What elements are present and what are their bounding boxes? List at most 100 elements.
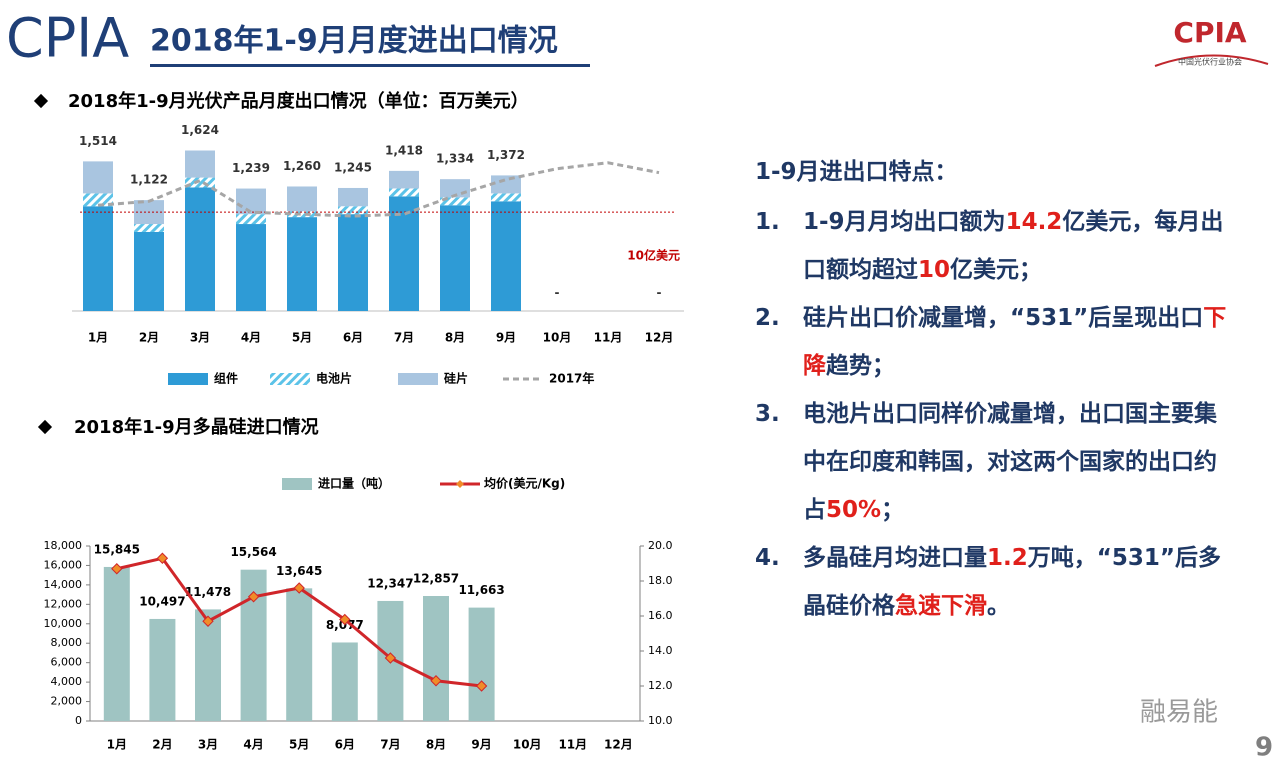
value-label: 12,347 [367, 576, 413, 590]
notes: 1-9月进出口特点： 1. 1-9月月均出口额为14.2亿美元，每月出口额均超过1… [755, 148, 1235, 630]
total-label: 1,239 [232, 161, 270, 175]
total-label: 1,624 [181, 123, 219, 137]
note-part: 电池片出口同样价减量增，出口国主要集中在印度和韩国，对这两个国家的出口约占 [803, 401, 1217, 523]
note-item: 3. 电池片出口同样价减量增，出口国主要集中在印度和韩国，对这两个国家的出口约占5… [755, 390, 1235, 534]
y2-tick-label: 18.0 [648, 574, 673, 587]
bar [468, 607, 495, 721]
note-text: 多晶硅月均进口量1.2万吨，“531”后多晶硅价格急速下滑。 [803, 534, 1235, 630]
value-label: 15,845 [94, 542, 140, 556]
note-part: 50% [826, 497, 882, 523]
x-tick-label: 8月 [445, 331, 465, 345]
bar-segment [389, 170, 419, 189]
x-tick-label: 6月 [343, 331, 363, 345]
y-tick-label: 18,000 [44, 539, 83, 552]
title-underline [150, 64, 590, 67]
bar-segment [83, 161, 113, 194]
badge-sub: 中国光伏行业协会 [1178, 57, 1242, 67]
note-item: 1. 1-9月月均出口额为14.2亿美元，每月出口额均超过10亿美元； [755, 198, 1235, 294]
y-tick-label: 12,000 [44, 597, 83, 610]
legend-swatch [270, 373, 310, 385]
note-number: 1. [755, 209, 780, 235]
note-text: 硅片出口价减量增，“531”后呈现出口下降趋势； [803, 294, 1235, 390]
line-marker [293, 582, 305, 594]
x-tick-label: 4月 [243, 738, 263, 752]
bar-segment [287, 186, 317, 212]
value-label: 15,564 [230, 545, 276, 559]
line-series [97, 161, 660, 218]
total-label: 1,245 [334, 160, 372, 174]
line-marker [339, 613, 351, 626]
bar [423, 596, 449, 721]
bar [331, 642, 358, 721]
reference-label: 10亿美元 [627, 248, 680, 263]
note-item: 2. 硅片出口价减量增，“531”后呈现出口下降趋势； [755, 294, 1235, 390]
chart-title: 2018年1-9月多晶硅进口情况 [74, 416, 319, 438]
legend-swatch [282, 478, 312, 490]
y-tick-label: 2,000 [51, 695, 83, 708]
bullet [37, 419, 53, 435]
line-marker [202, 615, 214, 627]
bar-segment [236, 224, 266, 311]
x-tick-label: 3月 [198, 738, 218, 752]
note-number: 3. [755, 401, 780, 427]
total-label: - [657, 286, 662, 300]
total-label: 1,418 [385, 143, 423, 157]
total-label: 1,514 [79, 134, 117, 148]
legend-label: 电池片 [316, 371, 352, 386]
legend-label: 均价(美元/Kg) [484, 476, 565, 491]
legend-label: 硅片 [444, 371, 468, 386]
bar-segment [134, 224, 164, 232]
bar-segment [440, 205, 470, 311]
x-tick-label: 9月 [496, 331, 516, 345]
bar [195, 609, 221, 721]
x-tick-label: 6月 [335, 738, 355, 752]
x-tick-label: 10月 [513, 738, 542, 752]
bar-segment [134, 231, 164, 311]
bar-segment [440, 197, 470, 206]
note-part: 硅片出口价减量增，“531”后呈现出口 [803, 305, 1204, 331]
bar-segment [287, 211, 317, 218]
total-label: 1,122 [130, 173, 168, 187]
badge-arc [1154, 54, 1269, 67]
y-tick-label: 8,000 [51, 636, 83, 649]
note-item: 4. 多晶硅月均进口量1.2万吨，“531”后多晶硅价格急速下滑。 [755, 534, 1235, 630]
legend-label: 进口量（吨） [318, 476, 390, 491]
value-label: 12,857 [413, 572, 459, 586]
bar-segment [185, 150, 215, 178]
x-tick-label: 4月 [241, 331, 261, 345]
slide-title: 2018年1-9月月度进出口情况 [150, 24, 558, 59]
x-tick-label: 12月 [645, 331, 674, 345]
note-part: 。 [987, 593, 1010, 619]
notes-heading: 1-9月进出口特点： [755, 159, 958, 185]
logo: CPIA [6, 7, 129, 70]
note-text: 1-9月月均出口额为14.2亿美元，每月出口额均超过10亿美元； [803, 198, 1235, 294]
x-tick-label: 3月 [190, 331, 210, 345]
note-part: 14.2 [1005, 209, 1063, 235]
x-tick-label: 11月 [558, 738, 587, 752]
note-part: 趋势； [826, 353, 895, 379]
bar-segment [491, 175, 521, 194]
x-tick-label: 7月 [380, 738, 400, 752]
x-tick-label: 1月 [88, 331, 108, 345]
bar-segment [338, 214, 368, 311]
y-tick-label: 0 [75, 714, 82, 727]
bar-segment [338, 206, 368, 215]
line-marker [384, 652, 397, 664]
bar-segment [491, 201, 521, 311]
bullet [33, 93, 49, 109]
bar-segment [491, 193, 521, 202]
chart-title: 2018年1-9月光伏产品月度出口情况（单位：百万美元） [68, 90, 529, 112]
total-label: 1,260 [283, 159, 321, 173]
note-part: 亿美元，每月出口额均超过 [803, 209, 1224, 283]
y2-tick-label: 12.0 [648, 679, 673, 692]
bar [149, 618, 176, 721]
line-marker [430, 675, 442, 687]
line-marker [247, 591, 260, 603]
bar-segment [185, 187, 215, 311]
note-text: 电池片出口同样价减量增，出口国主要集中在印度和韩国，对这两个国家的出口约占50%… [803, 390, 1235, 534]
bar-segment [338, 187, 368, 207]
x-tick-label: 12月 [604, 738, 633, 752]
bar-segment [236, 214, 266, 225]
bar-segment [83, 206, 113, 311]
x-tick-label: 2月 [152, 738, 172, 752]
